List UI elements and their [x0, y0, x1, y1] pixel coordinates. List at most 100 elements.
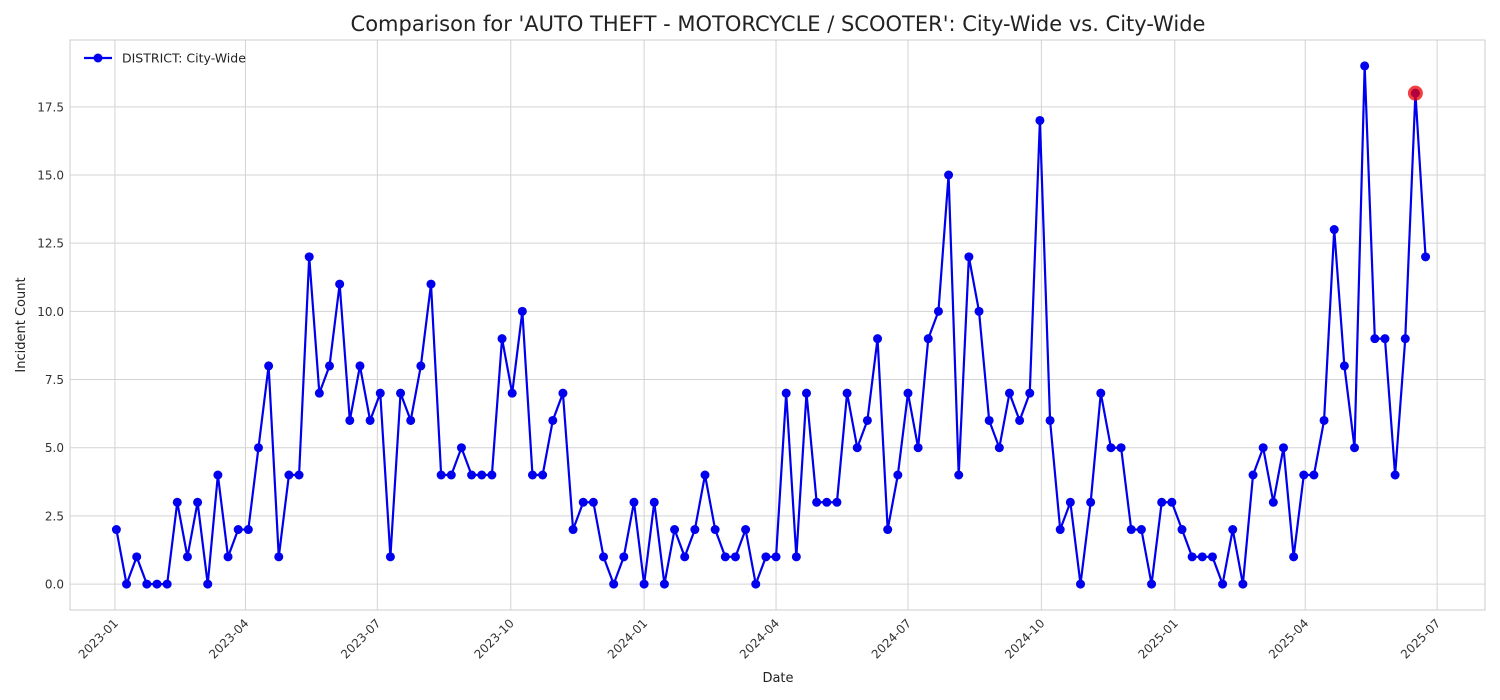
data-point	[1086, 497, 1096, 507]
data-point	[1268, 497, 1278, 507]
data-point	[1278, 443, 1288, 453]
data-point	[253, 443, 263, 453]
data-point	[893, 470, 903, 480]
data-point	[1025, 388, 1035, 398]
y-tick-label: 5.0	[45, 441, 64, 455]
data-point	[1218, 579, 1228, 589]
data-point	[446, 470, 456, 480]
data-point	[1238, 579, 1248, 589]
y-axis: 0.0 2.5 5.0 7.5 10.0 12.5 15.0 17.5	[37, 100, 64, 591]
data-point	[426, 279, 436, 289]
data-point	[852, 443, 862, 453]
data-point	[812, 497, 822, 507]
data-point	[1055, 525, 1065, 535]
data-point	[1400, 334, 1410, 344]
y-tick-label: 7.5	[45, 373, 64, 387]
y-tick-label: 2.5	[45, 509, 64, 523]
y-tick-label: 10.0	[37, 305, 64, 319]
data-point	[1136, 525, 1146, 535]
data-point	[1309, 470, 1319, 480]
data-point	[649, 497, 659, 507]
data-point	[1421, 252, 1431, 262]
data-point	[152, 579, 162, 589]
data-point	[132, 552, 142, 562]
data-point	[1065, 497, 1075, 507]
data-point	[538, 470, 548, 480]
data-point	[1319, 415, 1329, 425]
data-point	[335, 279, 345, 289]
data-point	[923, 334, 933, 344]
data-point	[1035, 115, 1045, 125]
data-point	[832, 497, 842, 507]
data-point	[720, 552, 730, 562]
series-line	[115, 64, 1427, 586]
data-point	[761, 552, 771, 562]
data-point	[345, 415, 355, 425]
data-point	[1177, 525, 1187, 535]
data-point	[1045, 415, 1055, 425]
data-point	[517, 306, 527, 316]
series-layer	[111, 61, 1431, 589]
data-point	[294, 470, 304, 480]
chart-title: Comparison for 'AUTO THEFT - MOTORCYCLE …	[351, 12, 1206, 36]
data-point	[233, 525, 243, 535]
data-point	[497, 334, 507, 344]
data-point	[1015, 415, 1025, 425]
data-point	[903, 388, 913, 398]
y-tick-label: 12.5	[37, 237, 64, 251]
data-point	[1370, 334, 1380, 344]
data-point	[619, 552, 629, 562]
data-point	[1248, 470, 1258, 480]
data-point	[578, 497, 588, 507]
data-point	[1350, 443, 1360, 453]
data-point	[1126, 525, 1136, 535]
data-point	[1167, 497, 1177, 507]
highlighted-point	[1407, 85, 1423, 101]
data-point	[477, 470, 487, 480]
data-point	[1147, 579, 1157, 589]
data-point	[193, 497, 203, 507]
data-point	[599, 552, 609, 562]
data-point	[1116, 443, 1126, 453]
data-point	[467, 470, 477, 480]
y-tick-label: 15.0	[37, 169, 64, 183]
data-point	[1289, 552, 1299, 562]
data-point	[741, 525, 751, 535]
data-point	[690, 525, 700, 535]
data-point	[609, 579, 619, 589]
data-point	[507, 388, 517, 398]
data-point	[355, 361, 365, 371]
data-point	[284, 470, 294, 480]
data-point	[527, 470, 537, 480]
y-axis-label: Incident Count	[14, 277, 29, 372]
data-point	[548, 415, 558, 425]
data-point	[822, 497, 832, 507]
data-point	[456, 443, 466, 453]
data-point	[1360, 61, 1370, 71]
legend-marker	[93, 53, 103, 63]
data-point	[680, 552, 690, 562]
data-point	[629, 497, 639, 507]
data-point	[933, 306, 943, 316]
data-point	[182, 552, 192, 562]
data-point	[122, 579, 132, 589]
data-point	[1197, 552, 1207, 562]
data-point	[304, 252, 314, 262]
data-point	[385, 552, 395, 562]
data-point	[781, 388, 791, 398]
data-point	[375, 388, 385, 398]
data-point	[264, 361, 274, 371]
data-point	[984, 415, 994, 425]
data-point	[791, 552, 801, 562]
data-point	[162, 579, 172, 589]
data-point	[873, 334, 883, 344]
data-point	[416, 361, 426, 371]
data-point	[954, 470, 964, 480]
data-point	[862, 415, 872, 425]
grid-lines	[70, 40, 1485, 610]
data-point	[588, 497, 598, 507]
data-point	[396, 388, 406, 398]
data-point	[1228, 525, 1238, 535]
data-point	[111, 525, 121, 535]
data-point	[659, 579, 669, 589]
